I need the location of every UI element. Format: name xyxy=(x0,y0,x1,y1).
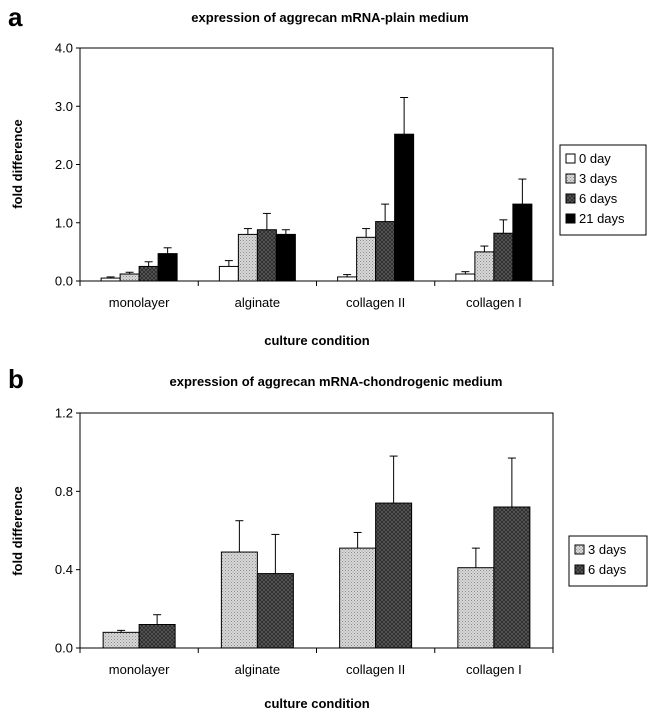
legend-label: 3 days xyxy=(579,171,618,186)
bar xyxy=(100,277,121,282)
bar xyxy=(493,232,514,282)
legend-swatch xyxy=(565,193,576,204)
legend-label: 0 day xyxy=(579,151,611,166)
legend-swatch xyxy=(565,153,576,164)
bar xyxy=(218,265,239,282)
bar xyxy=(457,567,495,649)
x-category-label: collagen I xyxy=(466,295,522,310)
legend-b: 3 days 6 days xyxy=(568,535,648,587)
bar xyxy=(474,251,495,282)
x-category-label: alginate xyxy=(235,662,281,677)
legend-a: 0 day 3 days 6 days 21 days xyxy=(559,144,647,236)
panel-label-b: b xyxy=(8,364,24,394)
panel-label-a: a xyxy=(8,2,23,32)
legend-label: 6 days xyxy=(588,562,627,577)
legend-label: 3 days xyxy=(588,542,627,557)
y-tick-label: 4.0 xyxy=(55,41,73,56)
bar xyxy=(356,236,377,282)
bar xyxy=(157,253,178,282)
chart-a-plot: 0.0 1.0 2.0 3.0 4.0 monolayer alginate collagen… xyxy=(55,41,554,310)
legend-swatch xyxy=(565,173,576,184)
bar xyxy=(102,631,140,649)
bar xyxy=(119,273,140,282)
legend-swatch xyxy=(565,213,576,224)
x-category-label: monolayer xyxy=(109,662,170,677)
legend-label: 6 days xyxy=(579,191,618,206)
y-axis-title-a: fold difference xyxy=(10,119,25,209)
y-tick-label: 0.0 xyxy=(55,274,73,289)
chart-title-b: expression of aggrecan mRNA-chondrogenic… xyxy=(169,374,502,389)
y-tick-label: 3.0 xyxy=(55,99,73,114)
y-axis-title-b: fold difference xyxy=(10,486,25,576)
chart-title-a: expression of aggrecan mRNA-plain medium xyxy=(191,10,468,25)
legend-swatch xyxy=(574,544,585,555)
y-tick-label: 0.8 xyxy=(55,484,73,499)
x-axis-title-b: culture condition xyxy=(264,696,370,711)
legend-swatch xyxy=(574,564,585,575)
x-category-label: collagen II xyxy=(346,295,405,310)
x-category-label: alginate xyxy=(235,295,281,310)
bar xyxy=(493,506,531,649)
bar xyxy=(237,233,258,282)
bar xyxy=(220,551,258,649)
y-tick-label: 0.0 xyxy=(55,641,73,656)
bar xyxy=(455,273,476,282)
bar xyxy=(138,265,159,282)
bar xyxy=(256,573,294,649)
bar xyxy=(339,547,377,649)
y-tick-label: 2.0 xyxy=(55,157,73,172)
bar xyxy=(256,229,277,282)
x-axis-title-a: culture condition xyxy=(264,333,370,348)
x-category-label: collagen II xyxy=(346,662,405,677)
legend-box xyxy=(568,535,648,587)
y-tick-label: 0.4 xyxy=(55,562,73,577)
x-category-label: collagen I xyxy=(466,662,522,677)
legend-label: 21 days xyxy=(579,211,625,226)
bar xyxy=(375,221,396,282)
y-tick-label: 1.0 xyxy=(55,215,73,230)
x-category-label: monolayer xyxy=(109,295,170,310)
bar xyxy=(375,502,413,649)
chart-b-plot: 0.0 0.4 0.8 1.2 monolayer alginate collagen II… xyxy=(55,406,554,677)
bar xyxy=(512,203,533,282)
bar xyxy=(337,276,358,282)
bar xyxy=(275,233,296,282)
bar xyxy=(394,133,415,282)
y-tick-label: 1.2 xyxy=(55,406,73,421)
bar xyxy=(138,624,176,649)
